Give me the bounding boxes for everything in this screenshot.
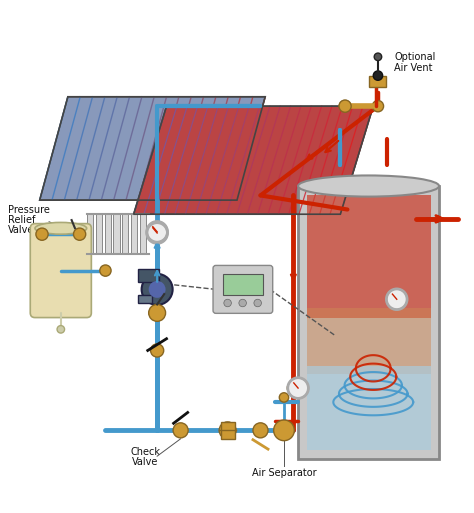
Bar bbox=[87, 214, 93, 254]
Circle shape bbox=[142, 274, 173, 305]
Circle shape bbox=[253, 423, 268, 438]
Circle shape bbox=[149, 304, 165, 321]
Circle shape bbox=[100, 265, 111, 276]
Circle shape bbox=[239, 299, 246, 307]
Text: Valve: Valve bbox=[8, 225, 34, 235]
Circle shape bbox=[374, 53, 382, 61]
Text: Optional: Optional bbox=[394, 51, 436, 62]
Ellipse shape bbox=[298, 175, 439, 196]
Bar bbox=[122, 214, 128, 254]
Circle shape bbox=[151, 344, 164, 357]
Text: Valve: Valve bbox=[132, 457, 159, 467]
Bar bbox=[307, 365, 430, 450]
Text: Check: Check bbox=[130, 447, 160, 458]
Ellipse shape bbox=[35, 223, 87, 234]
Bar bbox=[138, 269, 159, 282]
Bar bbox=[96, 214, 102, 254]
Circle shape bbox=[57, 326, 64, 333]
Text: Relief: Relief bbox=[8, 215, 35, 225]
FancyBboxPatch shape bbox=[213, 265, 273, 313]
Circle shape bbox=[339, 101, 351, 112]
Bar bbox=[104, 214, 110, 254]
Circle shape bbox=[36, 228, 48, 240]
Bar bbox=[307, 308, 430, 374]
Polygon shape bbox=[134, 106, 373, 214]
Bar bbox=[220, 422, 235, 439]
Circle shape bbox=[372, 101, 383, 112]
Bar bbox=[298, 186, 439, 459]
Circle shape bbox=[151, 227, 163, 239]
Bar bbox=[307, 195, 430, 318]
FancyBboxPatch shape bbox=[30, 224, 91, 318]
Circle shape bbox=[287, 382, 300, 394]
Circle shape bbox=[219, 422, 236, 439]
Circle shape bbox=[149, 281, 165, 298]
Circle shape bbox=[151, 228, 163, 240]
Bar bbox=[140, 214, 146, 254]
Circle shape bbox=[254, 299, 262, 307]
Text: Pressure: Pressure bbox=[8, 205, 50, 214]
Text: Air Vent: Air Vent bbox=[394, 63, 433, 73]
Bar bbox=[138, 295, 153, 303]
Bar bbox=[370, 75, 386, 87]
Text: Air Separator: Air Separator bbox=[252, 468, 316, 478]
Circle shape bbox=[148, 228, 160, 240]
Circle shape bbox=[173, 423, 188, 438]
Circle shape bbox=[279, 393, 289, 402]
Circle shape bbox=[147, 223, 167, 243]
Polygon shape bbox=[40, 97, 265, 200]
Circle shape bbox=[288, 378, 309, 399]
Circle shape bbox=[224, 299, 231, 307]
Bar bbox=[131, 214, 137, 254]
Circle shape bbox=[386, 289, 407, 309]
Circle shape bbox=[273, 420, 294, 441]
Circle shape bbox=[339, 100, 351, 112]
Bar bbox=[223, 274, 263, 295]
Circle shape bbox=[373, 71, 383, 81]
Bar bbox=[113, 214, 119, 254]
Circle shape bbox=[73, 228, 86, 240]
Circle shape bbox=[147, 222, 167, 242]
